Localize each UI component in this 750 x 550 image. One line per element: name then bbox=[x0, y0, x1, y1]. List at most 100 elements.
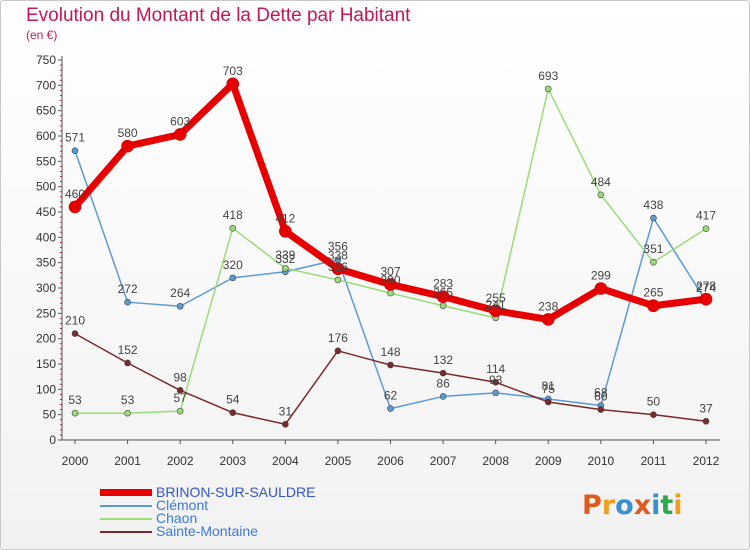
data-point bbox=[541, 313, 555, 326]
data-point bbox=[492, 378, 499, 386]
data-label: 299 bbox=[591, 269, 611, 283]
data-label: 332 bbox=[275, 252, 295, 266]
legend-swatch bbox=[100, 518, 152, 520]
data-label: 68 bbox=[594, 386, 608, 400]
data-label: 53 bbox=[121, 393, 135, 407]
x-tick-label: 2004 bbox=[272, 454, 299, 468]
data-label: 290 bbox=[380, 273, 400, 287]
data-label: 438 bbox=[643, 198, 663, 212]
data-label: 356 bbox=[328, 240, 348, 254]
data-label: 93 bbox=[489, 373, 503, 387]
x-tick-label: 2002 bbox=[167, 454, 194, 468]
data-label: 283 bbox=[433, 277, 453, 291]
data-label: 571 bbox=[65, 131, 85, 145]
data-point bbox=[387, 361, 394, 369]
logo-letter: t bbox=[660, 490, 674, 521]
data-point bbox=[68, 200, 82, 214]
data-label: 484 bbox=[591, 175, 611, 189]
logo-letter: x bbox=[633, 490, 652, 521]
data-label: 54 bbox=[226, 393, 240, 407]
data-label: 81 bbox=[542, 379, 556, 393]
data-label: 114 bbox=[486, 362, 505, 376]
x-tick-label: 2001 bbox=[114, 454, 141, 468]
data-label: 148 bbox=[380, 345, 400, 359]
data-label: 37 bbox=[699, 401, 713, 415]
y-tick-label: 50 bbox=[43, 408, 57, 422]
x-tick-label: 2008 bbox=[482, 454, 509, 468]
data-point bbox=[650, 258, 657, 266]
x-tick-label: 2011 bbox=[641, 454, 667, 468]
x-tick-label: 2006 bbox=[377, 454, 404, 468]
legend-swatch bbox=[100, 531, 152, 533]
data-label: 241 bbox=[486, 298, 506, 312]
chart-subtitle: (en €) bbox=[26, 28, 58, 42]
x-tick-label: 2007 bbox=[430, 454, 457, 468]
data-label: 418 bbox=[223, 208, 243, 222]
data-point bbox=[597, 406, 605, 413]
data-point bbox=[229, 224, 237, 232]
y-tick-label: 150 bbox=[36, 357, 56, 371]
data-point bbox=[331, 262, 345, 276]
data-point bbox=[384, 278, 397, 291]
data-point bbox=[71, 147, 79, 154]
data-label: 86 bbox=[436, 376, 450, 390]
data-label: 278 bbox=[696, 279, 716, 293]
data-point bbox=[282, 420, 289, 428]
data-label: 50 bbox=[647, 395, 661, 409]
data-label: 255 bbox=[486, 291, 506, 305]
data-point bbox=[226, 77, 240, 91]
logo-letter: i bbox=[673, 490, 683, 521]
x-tick-label: 2012 bbox=[693, 454, 720, 468]
data-label: 603 bbox=[170, 114, 190, 128]
legend-swatch bbox=[100, 489, 152, 496]
data-label: 274 bbox=[696, 281, 716, 295]
data-label: 53 bbox=[68, 393, 82, 407]
data-label: 272 bbox=[118, 282, 138, 296]
y-tick-label: 650 bbox=[36, 104, 56, 118]
data-point bbox=[229, 274, 237, 282]
chart-title: Evolution du Montant de la Dette par Hab… bbox=[26, 5, 411, 26]
data-point bbox=[282, 264, 289, 272]
data-label: 210 bbox=[65, 314, 85, 328]
data-label: 693 bbox=[538, 69, 558, 83]
data-point bbox=[699, 292, 713, 306]
data-label: 316 bbox=[328, 260, 348, 274]
data-label: 320 bbox=[223, 258, 243, 272]
data-point bbox=[702, 417, 710, 425]
data-point bbox=[71, 330, 79, 337]
legend-label: Sainte-Montaine bbox=[156, 523, 258, 539]
logo-letter: o bbox=[615, 490, 634, 521]
data-label: 176 bbox=[328, 331, 348, 345]
data-point bbox=[229, 409, 237, 416]
logo-letter: i bbox=[651, 490, 661, 521]
logo-letter: P bbox=[582, 490, 602, 521]
data-point bbox=[334, 276, 342, 284]
logo-letter: r bbox=[601, 490, 616, 521]
data-point bbox=[124, 409, 131, 417]
data-label: 460 bbox=[65, 187, 85, 201]
legend-label: Chaon bbox=[156, 510, 198, 526]
data-point bbox=[594, 282, 608, 295]
data-point bbox=[439, 369, 447, 377]
data-point bbox=[544, 398, 552, 406]
y-tick-label: 100 bbox=[36, 382, 56, 396]
data-point bbox=[439, 393, 447, 400]
data-point bbox=[650, 214, 657, 222]
x-tick-label: 2009 bbox=[535, 454, 562, 468]
y-tick-label: 550 bbox=[36, 154, 56, 168]
x-tick-label: 2000 bbox=[62, 454, 89, 468]
data-label: 60 bbox=[594, 390, 608, 404]
legend-swatch bbox=[100, 505, 152, 507]
data-point bbox=[176, 407, 184, 415]
y-tick-label: 600 bbox=[36, 129, 56, 143]
data-point bbox=[650, 411, 657, 418]
y-tick-label: 250 bbox=[36, 306, 56, 320]
legend-label: Clémont bbox=[156, 497, 209, 513]
data-label: 580 bbox=[118, 126, 138, 140]
data-point bbox=[492, 389, 499, 397]
data-point bbox=[173, 128, 187, 141]
data-point bbox=[597, 191, 605, 199]
data-label: 98 bbox=[173, 370, 187, 384]
data-point bbox=[544, 85, 552, 93]
